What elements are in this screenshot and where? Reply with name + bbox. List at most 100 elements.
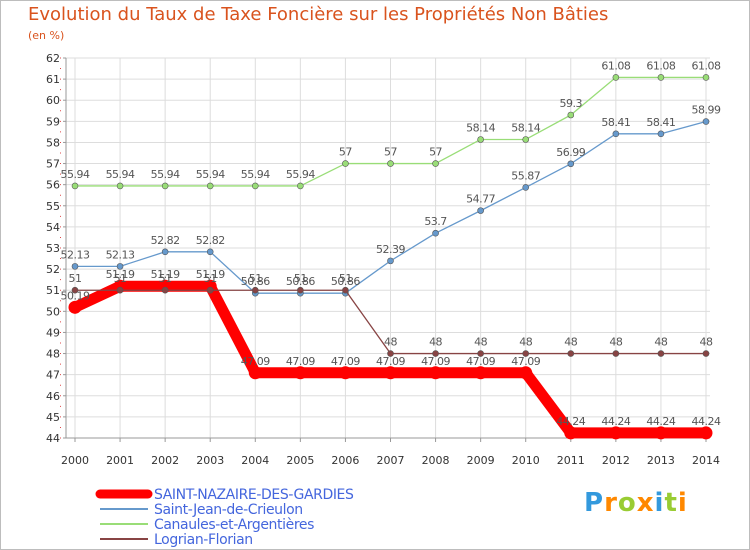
data-point (657, 74, 665, 81)
data-point (116, 263, 124, 270)
data-label: 52.13 (61, 248, 90, 261)
data-label: 56.99 (556, 146, 585, 159)
y-tick-label: 57 (46, 158, 60, 171)
data-point (477, 207, 484, 214)
data-label: 52.82 (151, 234, 180, 247)
x-tick-label: 2012 (602, 454, 630, 467)
data-label: 55.94 (241, 168, 270, 181)
data-point (342, 286, 349, 294)
data-point (297, 286, 304, 294)
data-point (206, 182, 214, 190)
data-label: 58.99 (692, 104, 721, 117)
data-point (71, 263, 79, 270)
data-point (432, 229, 439, 237)
data-label: 44.24 (692, 415, 721, 428)
legend: SAINT-NAZAIRE-DES-GARDIESSaint-Jean-de-C… (95, 487, 354, 548)
data-point (203, 279, 217, 293)
data-point (702, 118, 710, 125)
logo-letter: i (654, 488, 665, 518)
data-label: 52.82 (196, 234, 225, 247)
data-label: 47.09 (511, 355, 540, 368)
data-label: 59.3 (560, 97, 583, 110)
y-tick-label: 60 (46, 94, 60, 107)
y-tick-label: 48 (46, 348, 60, 361)
data-point (206, 248, 214, 256)
data-label: 57 (429, 146, 442, 159)
data-label: 48 (519, 336, 532, 349)
data-label: 48 (609, 336, 622, 349)
data-point (384, 366, 397, 380)
data-point (567, 350, 575, 357)
y-tick-label: 49 (46, 326, 60, 339)
data-point (612, 74, 620, 81)
data-point (387, 350, 394, 357)
data-label: 61.08 (601, 59, 630, 72)
data-label: 51 (339, 272, 352, 285)
y-tick-label: 52 (46, 263, 60, 276)
data-point (161, 248, 169, 256)
data-label: 57 (339, 146, 352, 159)
data-label: 57 (384, 146, 397, 159)
y-tick-label: 44 (46, 432, 60, 445)
data-label: 44.24 (556, 415, 585, 428)
data-label: 51 (294, 272, 307, 285)
data-point (116, 286, 124, 294)
x-tick-label: 2009 (467, 454, 495, 467)
logo-letter: x (636, 488, 655, 518)
x-tick-label: 2010 (512, 454, 540, 467)
y-tick-label: 54 (46, 221, 60, 234)
x-tick-label: 2011 (557, 454, 585, 467)
data-label: 58.41 (646, 116, 675, 129)
data-point (567, 160, 575, 168)
data-label: 50.86 (286, 275, 315, 288)
data-label: 51.19 (196, 268, 225, 281)
data-point (567, 111, 575, 119)
data-point (387, 257, 394, 265)
data-label: 48 (429, 336, 442, 349)
data-label: 52.13 (106, 248, 135, 261)
x-tick-label: 2003 (196, 454, 224, 467)
data-label: 51 (159, 272, 172, 285)
y-tick-label: 51 (46, 284, 60, 297)
data-point (429, 366, 443, 380)
data-label: 53.7 (424, 215, 447, 228)
data-point (474, 366, 488, 380)
data-point (113, 279, 127, 293)
data-label: 55.94 (106, 168, 135, 181)
data-point (612, 130, 620, 138)
data-point (522, 350, 530, 357)
x-tick-label: 2014 (692, 454, 720, 467)
data-label: 51 (69, 272, 82, 285)
logo-letter: r (604, 488, 618, 518)
data-point (432, 350, 439, 357)
legend-label: Saint-Jean-de-Crieulon (154, 502, 303, 518)
data-label: 47.09 (331, 355, 360, 368)
data-point (71, 182, 79, 190)
data-point (251, 182, 259, 190)
data-labels: 55.94 55.94 55.94 55.94 55.94 55.94 57 57 57 58.1… (61, 59, 722, 428)
data-point (702, 74, 710, 81)
data-label: 55.94 (286, 168, 315, 181)
x-tick-label: 2006 (331, 454, 359, 467)
y-tick-label: 53 (46, 242, 60, 255)
data-point (116, 182, 124, 190)
x-tick-label: 2013 (647, 454, 675, 467)
y-tick-label: 47 (46, 369, 60, 382)
data-label: 48 (564, 336, 577, 349)
y-tick-label: 59 (46, 115, 60, 128)
data-label: 50.86 (331, 275, 360, 288)
data-point (338, 366, 352, 380)
x-tick-label: 2005 (286, 454, 314, 467)
data-label: 51 (249, 272, 262, 285)
data-point (519, 366, 533, 380)
data-point (612, 350, 620, 357)
y-tick-label: 58 (46, 136, 60, 149)
legend-label: Logrian-Florian (154, 532, 253, 548)
legend-label: SAINT-NAZAIRE-DES-GARDIES (154, 487, 354, 503)
data-point (206, 286, 214, 294)
data-label: 50.86 (241, 275, 270, 288)
axes: 44 45 46 47 48 49 50 51 52 53 54 55 56 57 58 59 60 61 62 20… (46, 52, 720, 467)
data-point (387, 160, 394, 167)
y-tick-label: 50 (46, 305, 60, 318)
